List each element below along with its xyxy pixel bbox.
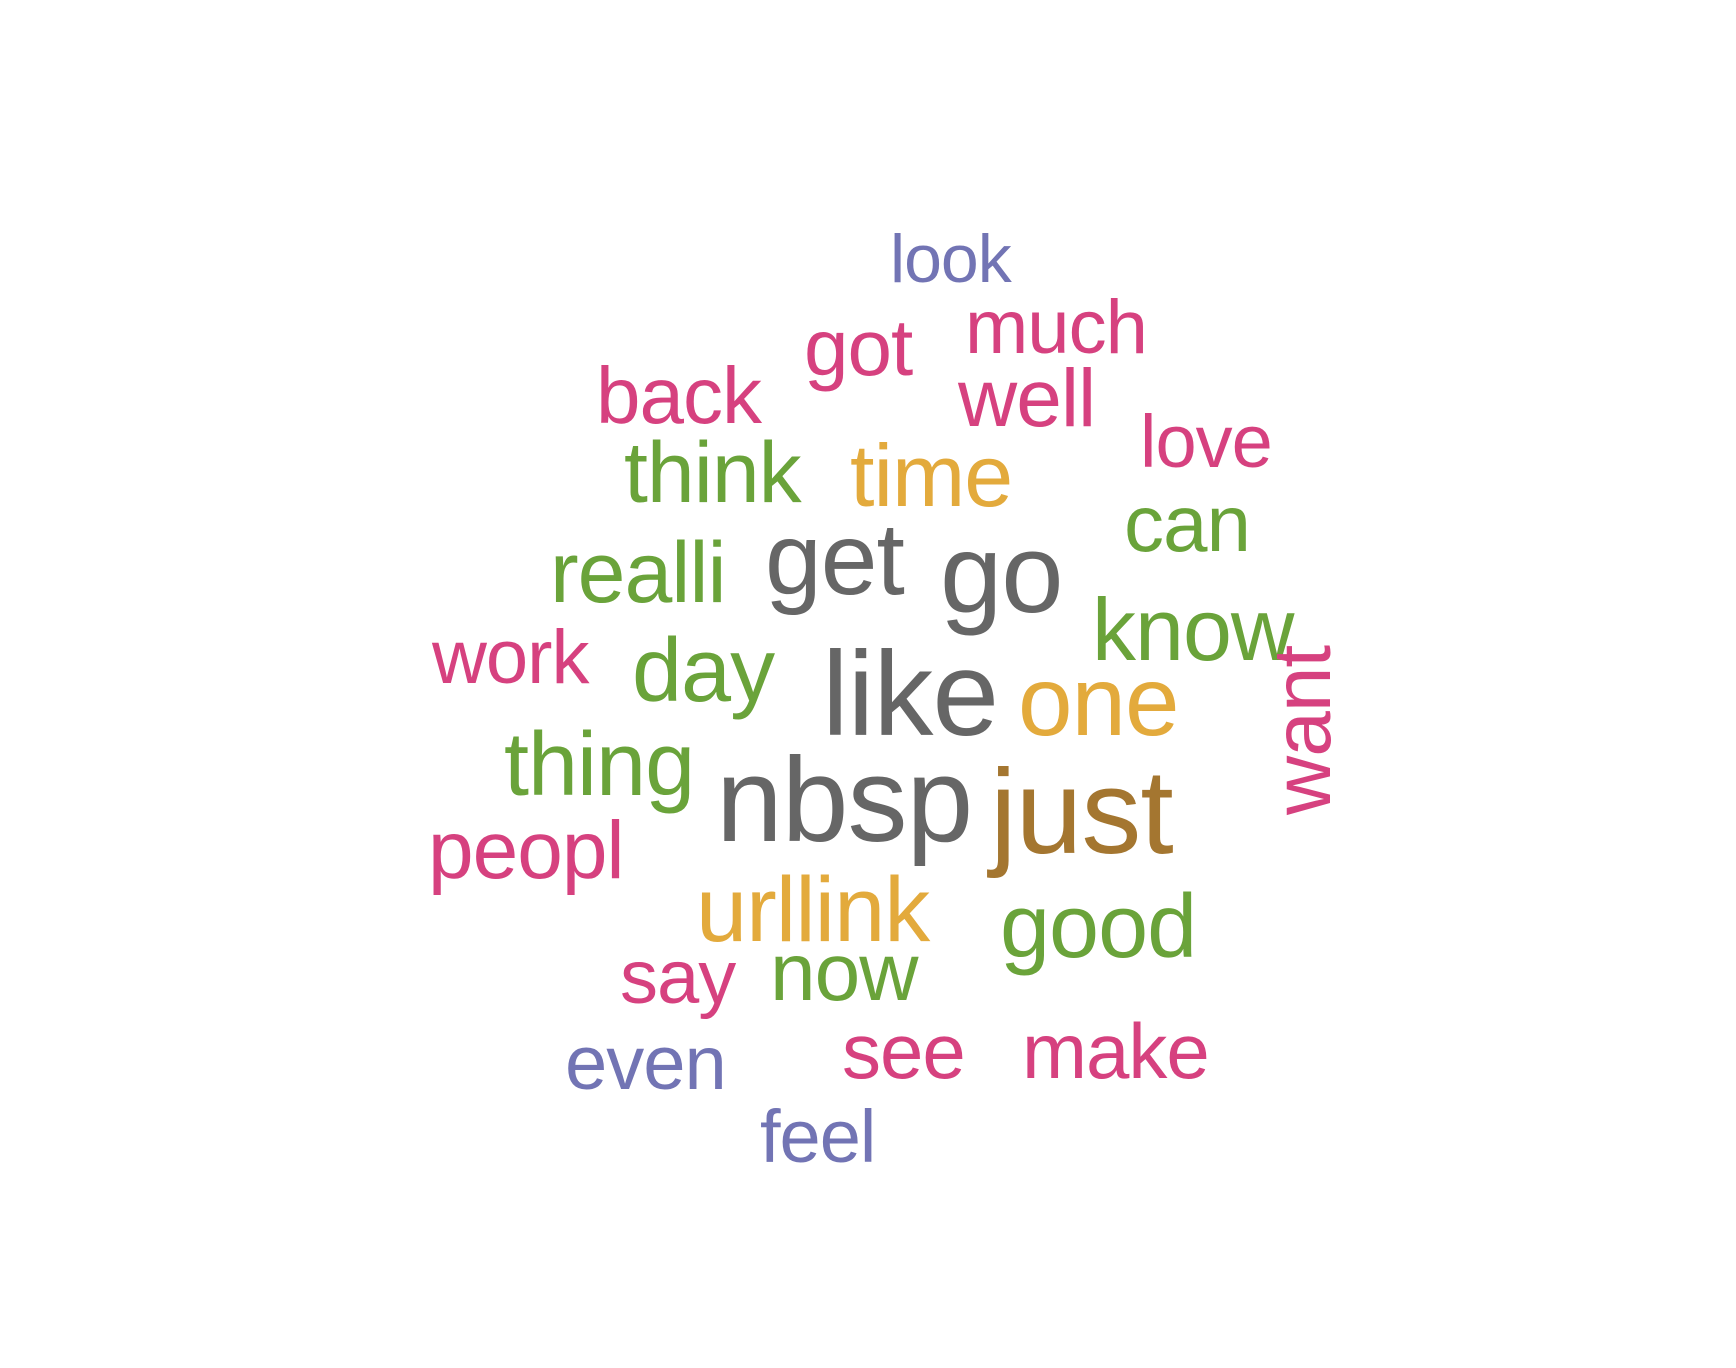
word-make: make (1022, 1007, 1210, 1095)
word-back: back (596, 351, 762, 440)
word-feel: feel (760, 1095, 876, 1178)
word-nbsp: nbsp (716, 733, 973, 867)
word-got: got (804, 303, 913, 392)
word-good: good (1000, 877, 1197, 977)
word-well: well (958, 353, 1096, 444)
word-know: know (1092, 580, 1294, 679)
word-love: love (1140, 400, 1273, 483)
word-day: day (632, 621, 775, 721)
word-look: look (890, 221, 1012, 297)
word-just: just (990, 745, 1174, 879)
word-thing: thing (504, 715, 695, 815)
word-one: one (1018, 646, 1180, 756)
word-say: say (620, 935, 736, 1020)
word-realli: realli (550, 525, 727, 621)
word-think: think (624, 425, 802, 521)
word-work: work (432, 615, 589, 700)
word-can: can (1124, 479, 1251, 568)
word-go: go (940, 511, 1064, 636)
word-want: want (1257, 645, 1348, 815)
word-like: like (822, 627, 999, 761)
word-see: see (842, 1007, 966, 1095)
word-now: now (770, 927, 918, 1018)
word-even: even (565, 1021, 727, 1106)
word-urllink: urllink (696, 859, 930, 961)
word-much: much (965, 285, 1148, 370)
word-get: get (765, 502, 905, 616)
word-time: time (850, 426, 1013, 525)
word-peopl: peopl (428, 805, 625, 896)
